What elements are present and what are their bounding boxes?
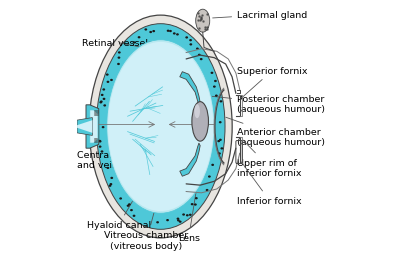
Ellipse shape bbox=[133, 215, 135, 217]
Ellipse shape bbox=[110, 80, 113, 82]
Ellipse shape bbox=[156, 221, 159, 224]
Ellipse shape bbox=[118, 52, 121, 54]
Ellipse shape bbox=[179, 221, 182, 223]
Ellipse shape bbox=[109, 183, 112, 186]
Text: Upper rim of
inferior fornix: Upper rim of inferior fornix bbox=[237, 140, 302, 177]
Ellipse shape bbox=[137, 37, 140, 39]
Ellipse shape bbox=[101, 94, 104, 97]
Text: Posterior chamber
(aqueous humour): Posterior chamber (aqueous humour) bbox=[211, 94, 325, 114]
Ellipse shape bbox=[192, 102, 208, 142]
Ellipse shape bbox=[191, 203, 193, 205]
Ellipse shape bbox=[169, 31, 172, 33]
Polygon shape bbox=[180, 144, 200, 177]
Ellipse shape bbox=[130, 209, 133, 211]
Ellipse shape bbox=[176, 34, 179, 36]
Ellipse shape bbox=[186, 214, 189, 217]
Ellipse shape bbox=[100, 151, 103, 153]
Ellipse shape bbox=[166, 219, 169, 221]
Ellipse shape bbox=[198, 54, 201, 57]
Ellipse shape bbox=[102, 89, 105, 91]
Ellipse shape bbox=[167, 30, 169, 33]
Ellipse shape bbox=[149, 32, 152, 34]
Ellipse shape bbox=[213, 86, 216, 88]
Ellipse shape bbox=[189, 40, 192, 42]
Ellipse shape bbox=[185, 37, 188, 39]
Ellipse shape bbox=[194, 204, 197, 206]
Ellipse shape bbox=[211, 72, 213, 75]
Ellipse shape bbox=[89, 16, 232, 238]
Ellipse shape bbox=[100, 101, 103, 103]
Ellipse shape bbox=[189, 214, 192, 216]
Ellipse shape bbox=[133, 42, 135, 44]
Ellipse shape bbox=[118, 57, 120, 59]
Ellipse shape bbox=[106, 74, 109, 76]
Ellipse shape bbox=[100, 102, 102, 104]
Ellipse shape bbox=[208, 176, 211, 178]
Text: Central artery
and vein of retina: Central artery and vein of retina bbox=[77, 132, 160, 170]
Ellipse shape bbox=[195, 197, 198, 200]
Ellipse shape bbox=[126, 205, 129, 207]
Ellipse shape bbox=[99, 141, 102, 143]
Ellipse shape bbox=[102, 98, 105, 101]
Polygon shape bbox=[86, 105, 99, 149]
Ellipse shape bbox=[119, 198, 122, 200]
Ellipse shape bbox=[219, 122, 222, 124]
Ellipse shape bbox=[177, 219, 180, 222]
Ellipse shape bbox=[110, 177, 113, 179]
Text: Superior fornix: Superior fornix bbox=[237, 67, 308, 97]
Ellipse shape bbox=[128, 203, 131, 206]
Text: Retinal vessels: Retinal vessels bbox=[82, 39, 153, 49]
Ellipse shape bbox=[177, 218, 180, 220]
Ellipse shape bbox=[214, 81, 217, 83]
Ellipse shape bbox=[102, 126, 104, 129]
Ellipse shape bbox=[106, 167, 109, 169]
Ellipse shape bbox=[144, 29, 147, 31]
Ellipse shape bbox=[211, 164, 214, 166]
Text: Lens: Lens bbox=[178, 146, 204, 242]
Ellipse shape bbox=[98, 140, 101, 142]
Ellipse shape bbox=[218, 153, 221, 155]
Ellipse shape bbox=[99, 146, 102, 148]
Ellipse shape bbox=[196, 48, 199, 51]
Text: Vitreous chamber
(vitreous body): Vitreous chamber (vitreous body) bbox=[104, 163, 189, 250]
Ellipse shape bbox=[194, 105, 200, 119]
Ellipse shape bbox=[219, 139, 222, 141]
Ellipse shape bbox=[106, 81, 109, 84]
Ellipse shape bbox=[189, 44, 192, 46]
Ellipse shape bbox=[108, 43, 213, 211]
Ellipse shape bbox=[103, 105, 106, 107]
Ellipse shape bbox=[182, 214, 185, 216]
Text: Anterior chamber
(aqueous humour): Anterior chamber (aqueous humour) bbox=[226, 118, 325, 147]
Ellipse shape bbox=[152, 31, 155, 33]
Ellipse shape bbox=[220, 148, 223, 150]
Ellipse shape bbox=[215, 95, 218, 97]
Ellipse shape bbox=[106, 41, 215, 213]
Polygon shape bbox=[90, 110, 98, 144]
Text: Inferior fornix: Inferior fornix bbox=[237, 162, 302, 205]
Ellipse shape bbox=[109, 185, 111, 187]
Ellipse shape bbox=[117, 64, 120, 66]
Polygon shape bbox=[77, 118, 92, 136]
Text: Lacrimal gland: Lacrimal gland bbox=[213, 11, 307, 20]
Ellipse shape bbox=[173, 33, 176, 36]
Ellipse shape bbox=[217, 140, 220, 143]
Ellipse shape bbox=[196, 10, 210, 33]
Ellipse shape bbox=[96, 25, 225, 229]
Ellipse shape bbox=[206, 189, 208, 192]
Polygon shape bbox=[77, 121, 92, 133]
Polygon shape bbox=[180, 72, 200, 105]
Ellipse shape bbox=[220, 101, 222, 103]
Ellipse shape bbox=[200, 59, 203, 61]
Text: Hyaloid canal: Hyaloid canal bbox=[87, 178, 151, 229]
